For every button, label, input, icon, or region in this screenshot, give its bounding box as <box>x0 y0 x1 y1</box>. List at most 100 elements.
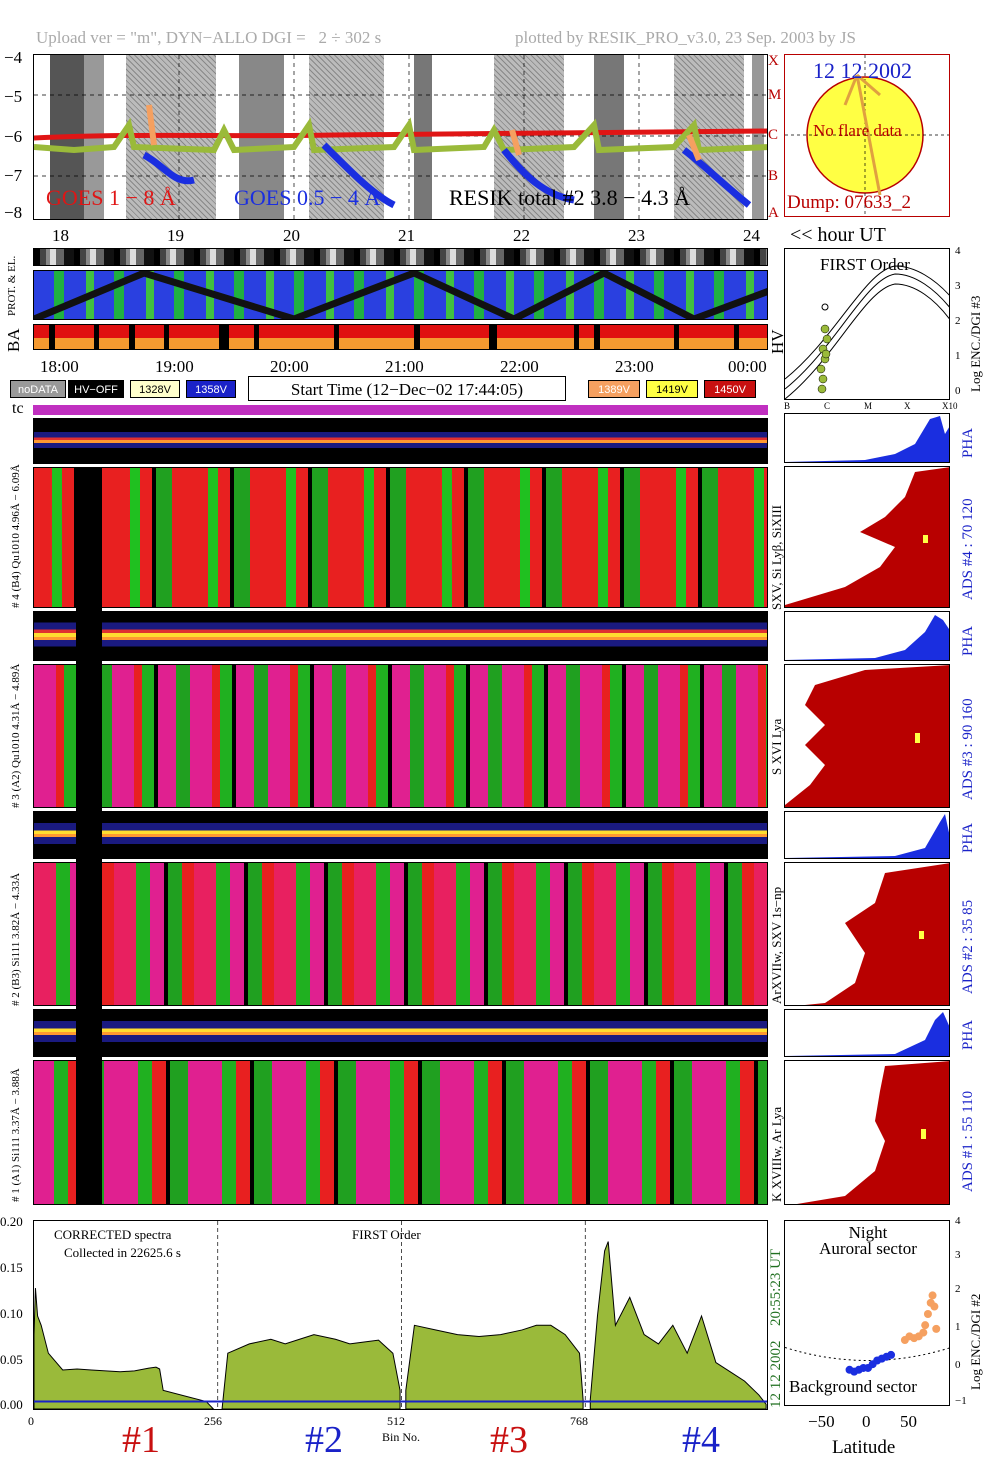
lat-ytick: 4 <box>955 1215 961 1227</box>
ads-hist-3 <box>784 664 950 808</box>
channel-number: #3 <box>490 1419 528 1461</box>
hv-off-gap <box>76 467 102 1205</box>
line-id-label: SXV, Si Lyβ, SiXIII <box>769 505 784 610</box>
first-order-panel: FIRST Order <box>784 248 950 400</box>
latitude-svg <box>785 1291 949 1376</box>
channel-label: # 4 (B4) Qu1010 4.96Å − 6.09Å <box>10 464 22 608</box>
spectrum-segment-3 <box>405 1324 584 1409</box>
spec-ytick: 0.10 <box>0 1306 23 1321</box>
spectrogram-4 <box>33 467 768 608</box>
spec-xtick: 0 <box>28 1414 34 1428</box>
line-id-label: ArXVIIw, SXV 1s−np <box>769 886 784 1004</box>
hour-ut-label: << hour UT <box>790 224 886 246</box>
goes-ytick: −4 <box>4 48 23 67</box>
spectrogram-2 <box>33 862 768 1006</box>
goes-short-line <box>142 142 752 209</box>
background-label: Background sector <box>789 1377 917 1396</box>
pha-label: PHA <box>960 1019 976 1050</box>
spec-ytick: 0.00 <box>0 1397 23 1412</box>
pha-strip-2 <box>33 811 768 859</box>
fo-ytick: 2 <box>955 315 961 327</box>
eclipse-band <box>414 55 432 219</box>
spec-date: 12 12 2002 <box>768 1340 784 1409</box>
spectrum-annotation: FIRST Order <box>352 1227 421 1242</box>
ba-label: BA <box>4 328 23 352</box>
orbit-time-tick: 20:00 <box>270 357 309 376</box>
orbit-time-tick: 00:00 <box>728 357 767 376</box>
channel-number: #2 <box>305 1419 343 1461</box>
spectrogram-3 <box>33 664 768 808</box>
tc-bar <box>33 405 768 415</box>
class-label: A <box>768 205 779 221</box>
flare-points <box>146 104 702 162</box>
latitude-chart: Night Auroral sector Background sector <box>784 1220 950 1406</box>
lat-xtick: 50 <box>900 1412 917 1431</box>
orbit-time-tick: 22:00 <box>500 357 539 376</box>
spectrum-svg <box>34 1221 767 1409</box>
goes-xtick: 20 <box>283 226 300 245</box>
tc-label: tc <box>12 400 24 417</box>
class-label: C <box>768 127 779 143</box>
legend-1358v: 1358V <box>186 380 236 398</box>
pha-hist-3 <box>784 611 950 661</box>
ba-strip <box>33 324 768 350</box>
goes-xtick: 19 <box>167 226 184 245</box>
pha-hist-1 <box>784 1009 950 1057</box>
channel-label: # 2 (B3) Si111 3.82Å − 4.33Å <box>10 872 22 1006</box>
latitude-point <box>928 1291 937 1300</box>
legend-1328v: 1328V <box>130 380 180 398</box>
sun-note: No flare data <box>813 121 902 140</box>
legend-nodata: noDATA <box>10 380 66 398</box>
spectrum-segment-1 <box>34 1288 215 1409</box>
lat-ytick: 0 <box>955 1359 961 1371</box>
goes-plot: GOES 1 − 8 Å GOES 0.5 − 4 Å RESIK total … <box>33 54 768 220</box>
goes-xtick: 21 <box>398 226 415 245</box>
spec-ytick: 0.20 <box>0 1214 23 1229</box>
header-left: Upload ver = "m", DYN−ALLO DGI = 2 ÷ 302… <box>36 28 382 47</box>
class-label: B <box>768 168 779 184</box>
spec-ytick: 0.15 <box>0 1260 23 1275</box>
pha-label: PHA <box>960 427 976 458</box>
goes-ytick: −8 <box>4 203 23 222</box>
lat-ytick: 3 <box>955 1249 961 1261</box>
ads-label: ADS #4 : 70 120 <box>960 498 976 600</box>
latitude-point <box>887 1350 896 1359</box>
ads-label: ADS #2 : 35 85 <box>960 899 976 994</box>
legend-1419v: 1419V <box>646 380 698 398</box>
prot-strip <box>33 270 768 320</box>
channel-label: # 1 (A1) Si111 3.37Å − 3.88Å <box>10 1068 22 1202</box>
ads-hist-4 <box>784 466 950 608</box>
latitude-point <box>923 1310 932 1318</box>
resik-line <box>34 117 767 154</box>
pha-strip-3 <box>33 611 768 661</box>
pha-label: PHA <box>960 625 976 656</box>
orbit-time-tick: 21:00 <box>385 357 424 376</box>
fo-xtick: M <box>864 401 873 411</box>
pha-strip-1 <box>33 1009 768 1057</box>
class-label: M <box>768 87 782 103</box>
lat-ytick: 2 <box>955 1283 961 1295</box>
lat-ylabel: Log ENC./DGI #2 <box>968 1293 983 1390</box>
header-right: plotted by RESIK_PRO_v3.0, 23 Sep. 2003 … <box>515 28 856 47</box>
pha-hist-2 <box>784 811 950 859</box>
goes-xtick: 24 <box>743 226 760 245</box>
latitude-point <box>932 1324 941 1333</box>
ads-label: ADS #1 : 55 110 <box>960 1090 976 1192</box>
spectrum-chart: CORRECTED spectra Collected in 22625.6 s… <box>33 1220 768 1410</box>
fo-xtick: X10 <box>942 401 958 411</box>
ads-hist-1 <box>784 1060 950 1205</box>
goes-curves <box>34 55 767 219</box>
spectrum-segment-4 <box>589 1241 767 1409</box>
sun-panel: 12 12 2002 No flare data Dump: 07633_2 <box>784 54 950 217</box>
line-id-label: S XVI Lya <box>769 718 784 775</box>
first-order-ylabel: Log ENC./DGI #3 <box>968 295 983 392</box>
pha-strip-4 <box>33 418 768 464</box>
first-order-points <box>816 324 832 394</box>
fo-xtick: B <box>784 401 791 411</box>
goes-xtick: 22 <box>513 226 530 245</box>
spec-ytick: 0.05 <box>0 1352 23 1367</box>
spec-xtick: 256 <box>204 1414 222 1428</box>
legend-goes-short: GOES 0.5 − 4 Å <box>234 185 381 210</box>
ads-hist-2 <box>784 862 950 1006</box>
spectrum-annotation: CORRECTED spectra <box>54 1227 172 1242</box>
